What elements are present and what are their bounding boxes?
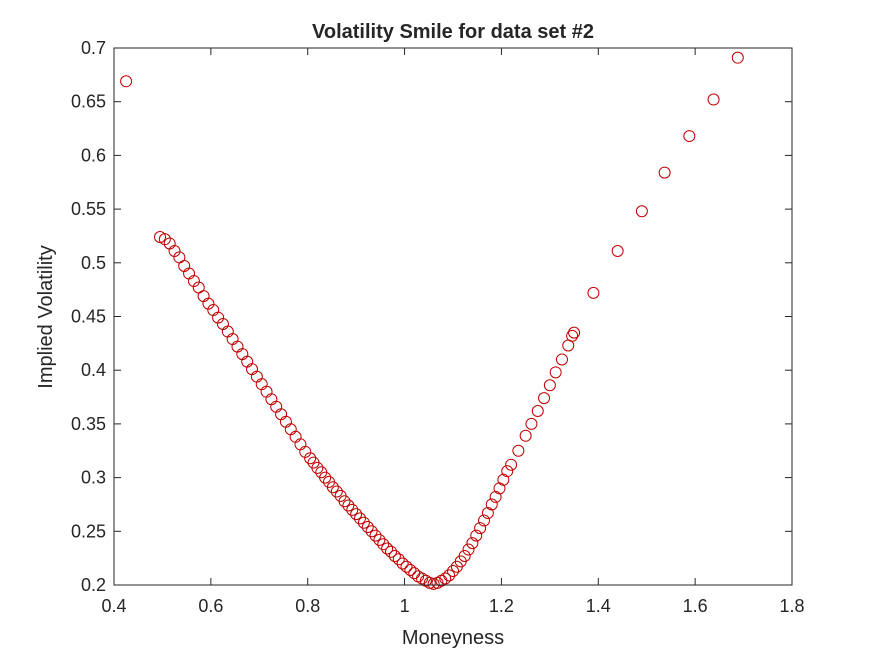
x-axis-label: Moneyness [402, 627, 504, 649]
data-point [319, 471, 332, 484]
data-point [566, 329, 579, 342]
y-tick-label: 0.7 [81, 38, 106, 58]
data-point [212, 311, 225, 324]
data-point [396, 557, 409, 570]
y-tick-label: 0.25 [71, 521, 106, 541]
data-point [385, 545, 398, 558]
y-tick-label: 0.35 [71, 414, 106, 434]
data-point [342, 499, 355, 512]
data-point [470, 529, 483, 542]
data-point [474, 522, 487, 535]
y-tick-label: 0.6 [81, 145, 106, 165]
y-tick-label: 0.4 [81, 360, 106, 380]
data-point [392, 553, 405, 566]
data-point [388, 550, 401, 563]
data-point [338, 495, 351, 508]
data-point [568, 326, 581, 339]
y-tick-label: 0.5 [81, 253, 106, 273]
x-tick-label: 1.6 [683, 596, 708, 616]
y-tick-label: 0.65 [71, 92, 106, 112]
data-point [350, 508, 363, 521]
data-point [299, 445, 312, 458]
data-point [501, 465, 514, 478]
x-tick-label: 0.6 [198, 596, 223, 616]
data-point [202, 297, 215, 310]
data-point [311, 461, 324, 474]
data-point [361, 521, 374, 534]
data-point [555, 353, 568, 366]
data-point [330, 485, 343, 498]
data-point [611, 244, 624, 257]
data-point [531, 405, 544, 418]
data-point [458, 550, 471, 563]
data-point [707, 93, 720, 106]
data-point [365, 525, 378, 538]
data-point [346, 503, 359, 516]
data-point [404, 563, 417, 576]
data-point [447, 565, 459, 578]
data-points [120, 51, 744, 590]
y-tick-label: 0.3 [81, 468, 106, 488]
data-point [683, 130, 696, 143]
x-tick-label: 1.2 [489, 596, 514, 616]
data-point [326, 481, 339, 494]
data-point [466, 537, 479, 550]
data-point [525, 417, 538, 430]
data-point [400, 560, 413, 573]
data-point [635, 205, 648, 218]
data-point [519, 429, 532, 442]
data-point [731, 51, 744, 64]
data-point [158, 233, 171, 246]
data-point [497, 473, 510, 486]
data-point [373, 533, 386, 546]
data-point [493, 482, 506, 495]
data-point [485, 498, 498, 511]
x-tick-label: 0.8 [295, 596, 320, 616]
data-point [549, 366, 562, 379]
chart-title: Volatility Smile for data set #2 [312, 21, 594, 43]
data-point [187, 275, 200, 288]
data-point [477, 514, 490, 527]
data-point [369, 529, 382, 542]
data-point [120, 75, 133, 88]
x-tick-label: 1.8 [779, 596, 804, 616]
data-point [381, 542, 394, 555]
data-point [587, 286, 600, 299]
y-axis-label: Implied Volatility [35, 245, 57, 388]
data-point [377, 538, 390, 551]
data-point [354, 512, 367, 525]
x-tick-label: 1 [400, 596, 410, 616]
data-point [505, 458, 518, 471]
data-point [481, 507, 494, 520]
y-tick-label: 0.55 [71, 199, 106, 219]
x-tick-label: 1.4 [586, 596, 611, 616]
data-point [538, 392, 551, 405]
data-point [489, 490, 502, 503]
data-point [443, 569, 456, 582]
axes: 0.4 0.6 0.8 1 1.2 1.4 1.6 1.8 0.2 0.25 0.3 0.35 0.4 0… [71, 38, 805, 616]
x-tick-label: 0.4 [101, 596, 126, 616]
data-point [304, 452, 317, 465]
data-point [462, 543, 475, 556]
plot-background [114, 48, 792, 585]
data-point [658, 166, 671, 179]
data-point [512, 444, 525, 457]
data-point [168, 244, 181, 257]
y-tick-label: 0.45 [71, 307, 106, 327]
data-point [439, 572, 452, 585]
data-point [357, 516, 370, 529]
data-point [543, 379, 556, 392]
y-tick-label: 0.2 [81, 575, 106, 595]
